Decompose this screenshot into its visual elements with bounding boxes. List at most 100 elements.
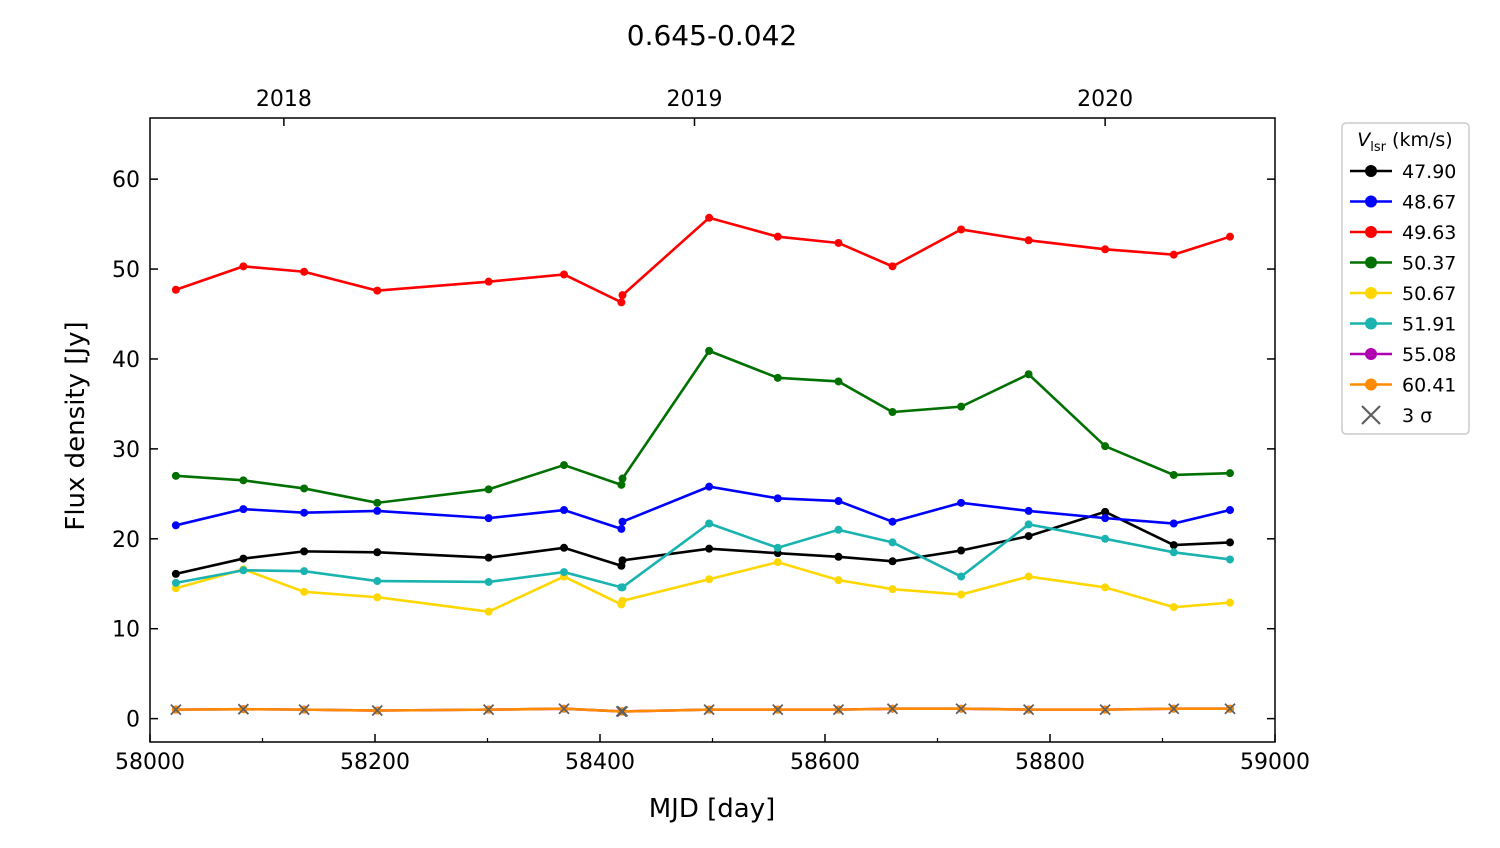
data-point-51.91 xyxy=(1226,555,1234,564)
data-point-51.91 xyxy=(618,583,627,592)
data-point-50.37 xyxy=(171,471,180,480)
sigma-cross xyxy=(1022,703,1035,716)
data-point-49.63 xyxy=(618,291,627,300)
data-point-48.67 xyxy=(618,517,627,526)
data-point-50.37 xyxy=(300,484,309,493)
data-point-50.67 xyxy=(773,558,782,567)
legend: Vlsr (km/s) 47.90 48.67 49.63 50.37 50.67 51.… xyxy=(1341,122,1470,435)
sigma-cross xyxy=(703,703,715,716)
data-point-48.67 xyxy=(617,524,626,533)
data-point-50.37 xyxy=(773,373,782,382)
chart-title: 0.645-0.042 xyxy=(627,19,797,52)
data-point-50.67 xyxy=(300,587,309,596)
legend-label-sigma: 3 σ xyxy=(1402,405,1432,427)
legend-label-49.63: 49.63 xyxy=(1402,222,1456,244)
legend-marker-55.08 xyxy=(1365,348,1377,360)
data-point-47.90 xyxy=(300,547,309,556)
series-line-47.90 xyxy=(175,510,1231,576)
data-point-50.37 xyxy=(1101,442,1110,451)
legend-marker-60.41 xyxy=(1365,378,1377,391)
sigma-cross xyxy=(886,703,899,715)
data-point-47.90 xyxy=(373,548,382,557)
data-point-47.90 xyxy=(484,553,493,562)
data-point-48.67 xyxy=(957,498,966,507)
data-point-49.63 xyxy=(1226,232,1234,241)
data-point-50.67 xyxy=(484,607,493,616)
data-point-50.67 xyxy=(1024,572,1033,581)
data-point-51.91 xyxy=(773,543,782,552)
legend-marker-50.37 xyxy=(1365,256,1377,269)
data-point-51.91 xyxy=(888,538,897,547)
data-point-50.67 xyxy=(618,596,627,605)
legend-sigma-cross-icon xyxy=(1361,405,1381,425)
data-point-49.63 xyxy=(617,298,626,307)
data-point-51.91 xyxy=(705,519,714,528)
sigma-cross xyxy=(371,704,383,717)
data-point-49.63 xyxy=(1024,236,1033,245)
data-point-50.37 xyxy=(618,474,627,483)
y-tick-label: 30 xyxy=(112,438,140,463)
y-tick-label: 50 xyxy=(112,258,140,283)
legend-label-48.67: 48.67 xyxy=(1402,192,1456,214)
sigma-cross xyxy=(772,703,784,716)
y-axis-label: Flux density [Jy] xyxy=(61,321,91,530)
data-point-47.90 xyxy=(1226,538,1234,547)
data-point-48.67 xyxy=(171,521,180,530)
y-tick-label: 40 xyxy=(112,348,140,373)
data-point-51.91 xyxy=(171,578,180,587)
data-point-50.67 xyxy=(1226,598,1234,607)
plot-area: 58000 58200 58400 58600 58800 59000 0 10 20 30 40 5… xyxy=(112,87,1310,775)
data-point-50.37 xyxy=(705,346,714,355)
data-point-47.90 xyxy=(705,544,714,553)
data-point-51.91 xyxy=(1024,520,1033,529)
sigma-cross xyxy=(558,703,570,715)
data-point-48.67 xyxy=(484,514,493,523)
sigma-cross xyxy=(482,703,495,716)
legend-label-55.08: 55.08 xyxy=(1402,344,1456,366)
data-point-51.91 xyxy=(1169,548,1178,557)
data-point-47.90 xyxy=(1169,541,1178,550)
data-point-51.91 xyxy=(834,525,843,534)
sigma-cross xyxy=(832,703,845,716)
data-point-50.37 xyxy=(1226,469,1234,478)
sigma-cross xyxy=(237,703,250,715)
data-point-49.63 xyxy=(705,213,714,222)
data-point-50.37 xyxy=(239,476,248,485)
data-point-49.63 xyxy=(239,262,248,271)
data-point-50.67 xyxy=(1169,603,1178,612)
data-point-48.67 xyxy=(373,506,382,515)
data-point-49.63 xyxy=(300,267,309,276)
data-point-51.91 xyxy=(1101,534,1110,543)
data-point-47.90 xyxy=(560,543,568,552)
legend-label-50.67: 50.67 xyxy=(1402,283,1456,305)
x-tick-label: 58800 xyxy=(1015,750,1085,775)
data-point-47.90 xyxy=(239,554,248,563)
data-point-49.63 xyxy=(373,286,382,295)
data-point-48.67 xyxy=(239,505,248,514)
data-point-48.67 xyxy=(705,482,714,491)
data-point-50.37 xyxy=(1024,370,1033,379)
sigma-cross xyxy=(1224,703,1236,715)
data-point-48.67 xyxy=(834,497,843,506)
sigma-cross xyxy=(955,703,967,715)
data-point-48.67 xyxy=(773,494,782,503)
data-point-47.90 xyxy=(1024,532,1033,541)
data-point-50.37 xyxy=(888,408,897,417)
legend-label-60.41: 60.41 xyxy=(1402,375,1456,397)
y-tick-label: 60 xyxy=(112,168,140,193)
data-point-47.90 xyxy=(171,569,180,578)
sigma-cross xyxy=(170,703,182,716)
data-point-50.37 xyxy=(373,498,382,507)
data-point-48.67 xyxy=(1024,506,1033,515)
legend-marker-48.67 xyxy=(1365,195,1377,208)
top-year-label: 2019 xyxy=(667,87,723,112)
data-point-51.91 xyxy=(560,568,568,577)
data-point-49.63 xyxy=(560,270,568,279)
series-line-51.91 xyxy=(175,522,1231,589)
series-line-50.67 xyxy=(175,560,1231,613)
data-point-47.90 xyxy=(618,556,627,565)
data-point-48.67 xyxy=(300,508,309,517)
data-point-48.67 xyxy=(1169,519,1178,528)
data-point-49.63 xyxy=(888,262,897,271)
x-tick-label: 58400 xyxy=(565,750,635,775)
